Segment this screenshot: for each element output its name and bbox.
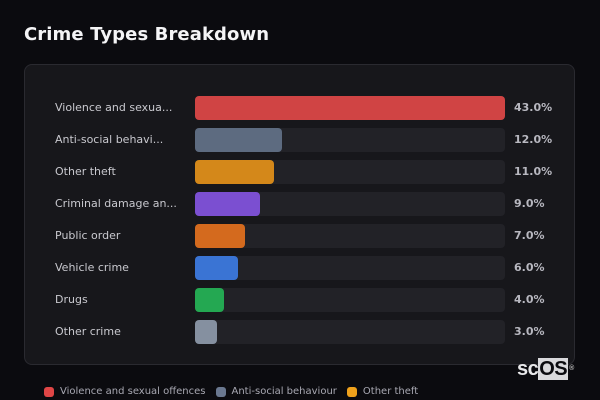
legend-swatch-icon [346,386,357,397]
bar-fill[interactable] [195,256,239,280]
scos-logo: scOS ® [517,358,574,380]
bar-row: Criminal damage an... 9.0% [25,192,574,216]
bar-label: Vehicle crime [55,261,129,274]
bar-label: Violence and sexua... [55,101,173,114]
bar-value: 43.0% [514,101,553,114]
bar-row: Violence and sexua... 43.0% [25,96,574,120]
bar-value: 4.0% [514,293,545,306]
bar-fill[interactable] [195,160,275,184]
bar-fill[interactable] [195,224,246,248]
bar-row: Other theft 11.0% [25,160,574,184]
logo-highlight: OS [538,358,569,380]
bar-row: Drugs 4.0% [25,288,574,312]
bar-value: 7.0% [514,229,545,242]
bar-row: Other crime 3.0% [25,320,574,344]
bar-track [195,192,505,216]
bar-value: 6.0% [514,261,545,274]
bar-track [195,128,505,152]
bar-track [195,288,505,312]
legend-item[interactable]: Violence and sexual offences [44,386,206,397]
bar-value: 11.0% [514,165,553,178]
logo-prefix: sc [517,358,539,380]
bar-label: Criminal damage an... [55,197,177,210]
bar-fill[interactable] [195,96,505,120]
bar-track [195,256,505,280]
legend-swatch-icon [215,386,226,397]
bar-fill[interactable] [195,128,282,152]
chart-panel: Violence and sexua... 43.0% Anti-social be… [24,64,575,365]
legend-label: Other theft [362,386,419,397]
bar-value: 3.0% [514,325,545,338]
bar-label: Drugs [55,293,88,306]
chart-legend: Violence and sexual offences Anti-social … [44,386,428,397]
bar-value: 12.0% [514,133,553,146]
bar-label: Other theft [55,165,116,178]
bar-track [195,224,505,248]
bar-label: Anti-social behavi... [55,133,164,146]
bar-row: Anti-social behavi... 12.0% [25,128,574,152]
bar-fill[interactable] [195,288,224,312]
legend-label: Violence and sexual offences [60,386,206,397]
bar-row: Public order 7.0% [25,224,574,248]
bar-label: Other crime [55,325,121,338]
chart-title: Crime Types Breakdown [24,24,270,45]
bar-fill[interactable] [195,320,217,344]
legend-item[interactable]: Other theft [346,386,419,397]
bar-track [195,96,505,120]
legend-swatch-icon [44,386,54,397]
bar-row: Vehicle crime 6.0% [25,256,574,280]
bar-value: 9.0% [514,197,545,210]
bar-track [195,160,505,184]
legend-item[interactable]: Anti-social behaviour [215,386,337,397]
bar-label: Public order [55,229,121,242]
legend-label: Anti-social behaviour [231,386,337,397]
bar-track [195,320,505,344]
bar-fill[interactable] [195,192,260,216]
registered-mark: ® [569,365,574,372]
